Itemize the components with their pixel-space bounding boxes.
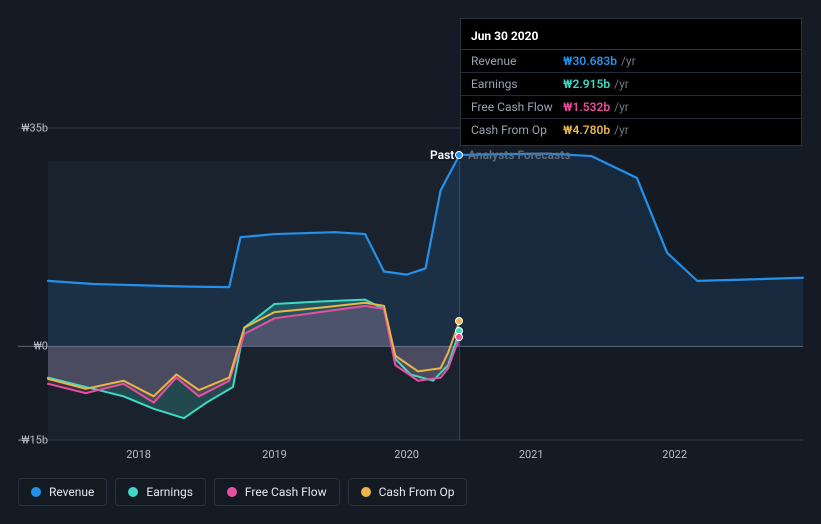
x-axis-tick: 2020 (394, 448, 419, 461)
tooltip-metric-unit: /yr (621, 54, 636, 68)
past-region-label: Past (430, 148, 454, 162)
tooltip-metric-value: ₩2.915b (563, 77, 610, 91)
tooltip-metric-unit: /yr (614, 100, 629, 114)
legend-label: Revenue (49, 485, 94, 499)
y-axis-tick: ₩0 (34, 340, 48, 353)
tooltip-metric-label: Free Cash Flow (471, 100, 563, 114)
tooltip-metric-value: ₩30.683b (563, 54, 617, 68)
chart-legend: Revenue Earnings Free Cash Flow Cash From O… (18, 478, 467, 506)
legend-dot-icon (361, 487, 371, 497)
legend-dot-icon (31, 487, 41, 497)
tooltip-metric-unit: /yr (614, 77, 629, 91)
tooltip-row: Free Cash Flow₩1.532b/yr (461, 96, 801, 119)
x-axis-tick: 2022 (662, 448, 687, 461)
tooltip-metric-label: Revenue (471, 54, 563, 68)
tooltip-metric-value: ₩4.780b (563, 123, 610, 137)
series-end-marker (455, 333, 463, 341)
legend-label: Earnings (146, 485, 193, 499)
tooltip-metric-unit: /yr (614, 123, 629, 137)
legend-dot-icon (227, 487, 237, 497)
x-axis-tick: 2019 (262, 448, 287, 461)
chart-tooltip: Jun 30 2020 Revenue₩30.683b/yrEarnings₩2… (460, 18, 802, 146)
tooltip-metric-label: Earnings (471, 77, 563, 91)
financials-chart: Past Analysts Forecasts Jun 30 2020 Reve… (0, 0, 821, 524)
tooltip-row: Earnings₩2.915b/yr (461, 73, 801, 96)
legend-item-revenue[interactable]: Revenue (18, 478, 107, 506)
tooltip-metric-value: ₩1.532b (563, 100, 610, 114)
legend-item-fcf[interactable]: Free Cash Flow (214, 478, 340, 506)
x-axis-tick: 2018 (126, 448, 151, 461)
series-end-marker (455, 151, 463, 159)
legend-label: Cash From Op (379, 485, 455, 499)
y-axis-tick: -₩15b (18, 434, 48, 447)
legend-dot-icon (128, 487, 138, 497)
tooltip-date: Jun 30 2020 (461, 23, 801, 50)
tooltip-metric-label: Cash From Op (471, 123, 563, 137)
y-axis-tick: ₩35b (21, 122, 48, 135)
legend-label: Free Cash Flow (245, 485, 327, 499)
x-axis-tick: 2021 (519, 448, 544, 461)
series-end-marker (455, 317, 463, 325)
tooltip-row: Cash From Op₩4.780b/yr (461, 119, 801, 141)
tooltip-row: Revenue₩30.683b/yr (461, 50, 801, 73)
legend-item-earnings[interactable]: Earnings (115, 478, 206, 506)
legend-item-cfo[interactable]: Cash From Op (348, 478, 468, 506)
forecast-region-label: Analysts Forecasts (468, 148, 570, 162)
